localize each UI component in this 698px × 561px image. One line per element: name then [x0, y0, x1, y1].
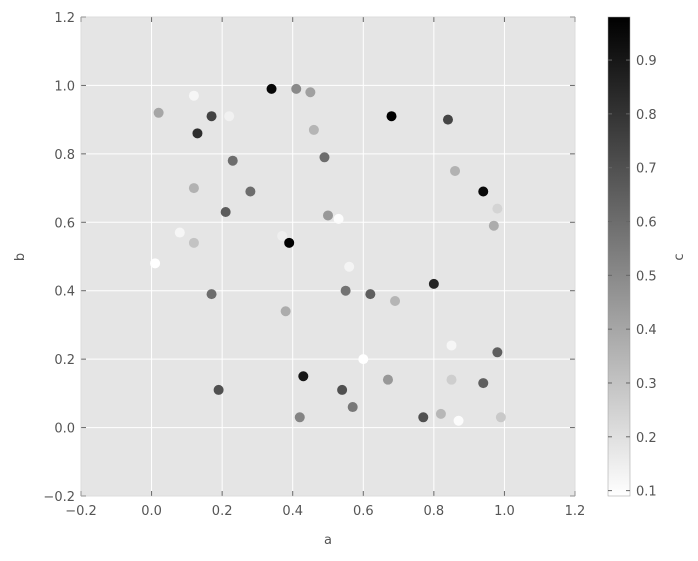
colorbar-tick-label: 0.6 [636, 216, 657, 231]
colorbar-tick-label: 0.9 [636, 54, 657, 69]
scatter-point [450, 165, 461, 176]
scatter-point [435, 408, 446, 419]
x-tick-label: 1.2 [565, 504, 586, 519]
plot-area [81, 17, 575, 496]
scatter-point [150, 258, 161, 269]
scatter-point [478, 186, 489, 197]
scatter-point [418, 412, 429, 423]
scatter-point [442, 114, 453, 125]
scatter-point [245, 186, 256, 197]
y-tick-label: 0.6 [54, 216, 75, 231]
scatter-point [446, 374, 457, 385]
scatter-point [492, 347, 503, 358]
colorbar-tick-label: 0.5 [636, 269, 657, 284]
colorbar-tick-label: 0.1 [636, 485, 657, 500]
x-tick-label: 0.4 [282, 504, 303, 519]
x-axis-label: a [324, 533, 332, 548]
x-tick-label: 0.6 [353, 504, 374, 519]
x-tick-label: 1.0 [494, 504, 515, 519]
y-tick-label: 0.4 [54, 285, 75, 300]
scatter-point [495, 412, 506, 423]
scatter-point [344, 261, 355, 272]
scatter-point [358, 354, 369, 365]
scatter-point [220, 207, 231, 218]
scatter-point [192, 128, 203, 139]
y-tick-label: 0.2 [54, 353, 75, 368]
scatter-point [488, 220, 499, 231]
y-tick-label: 0.8 [54, 148, 75, 163]
scatter-point [308, 124, 319, 135]
x-tick-label: 0.0 [141, 504, 162, 519]
colorbar-tick-label: 0.3 [636, 377, 657, 392]
scatter-point [280, 306, 291, 317]
scatter-point [428, 278, 439, 289]
scatter-point [188, 237, 199, 248]
scatter-point [294, 412, 305, 423]
scatter-point [188, 90, 199, 101]
colorbar-label: c [672, 253, 687, 260]
scatter-point [213, 384, 224, 395]
scatter-point [386, 111, 397, 122]
scatter-point [284, 237, 295, 248]
scatter-point [365, 289, 376, 300]
colorbar-tick-label: 0.8 [636, 108, 657, 123]
scatter-point [446, 340, 457, 351]
scatter-point [382, 374, 393, 385]
scatter-point [153, 107, 164, 118]
scatter-point [323, 210, 333, 221]
colorbar-tick-label: 0.7 [636, 162, 657, 177]
y-tick-label: 1.2 [54, 11, 75, 26]
plot-frame [80, 16, 576, 497]
x-tick-label: −0.2 [65, 504, 97, 519]
colorbar-tick-label: 0.2 [636, 431, 657, 446]
scatter-point [224, 111, 235, 122]
scatter-point [174, 227, 185, 238]
scatter-point [347, 402, 358, 413]
colorbar [607, 16, 631, 497]
scatter-point [390, 295, 401, 306]
y-tick-label: 0.0 [54, 422, 75, 437]
scatter-point [298, 371, 309, 382]
scatter-point [390, 224, 401, 235]
scatter-point [206, 111, 217, 122]
scatter-point [453, 415, 464, 426]
scatter-point [206, 289, 217, 300]
y-tick-label: 1.0 [54, 79, 75, 94]
scatter-point [277, 230, 288, 241]
scatter-point [227, 155, 238, 166]
scatter-point [337, 384, 348, 395]
scatter-point [333, 213, 344, 224]
scatter-point [492, 203, 503, 214]
scatter-point [478, 378, 489, 389]
scatter-point [291, 83, 302, 94]
scatter-point [266, 83, 277, 94]
scatter-point [305, 87, 316, 98]
x-tick-label: 0.8 [424, 504, 445, 519]
y-axis-label: b [13, 253, 28, 261]
colorbar-tick-label: 0.4 [636, 323, 657, 338]
y-tick-label: −0.2 [43, 490, 75, 505]
scatter-point [340, 285, 351, 296]
x-tick-label: 0.2 [212, 504, 233, 519]
scatter-point [319, 152, 330, 163]
scatter-point [188, 183, 199, 194]
